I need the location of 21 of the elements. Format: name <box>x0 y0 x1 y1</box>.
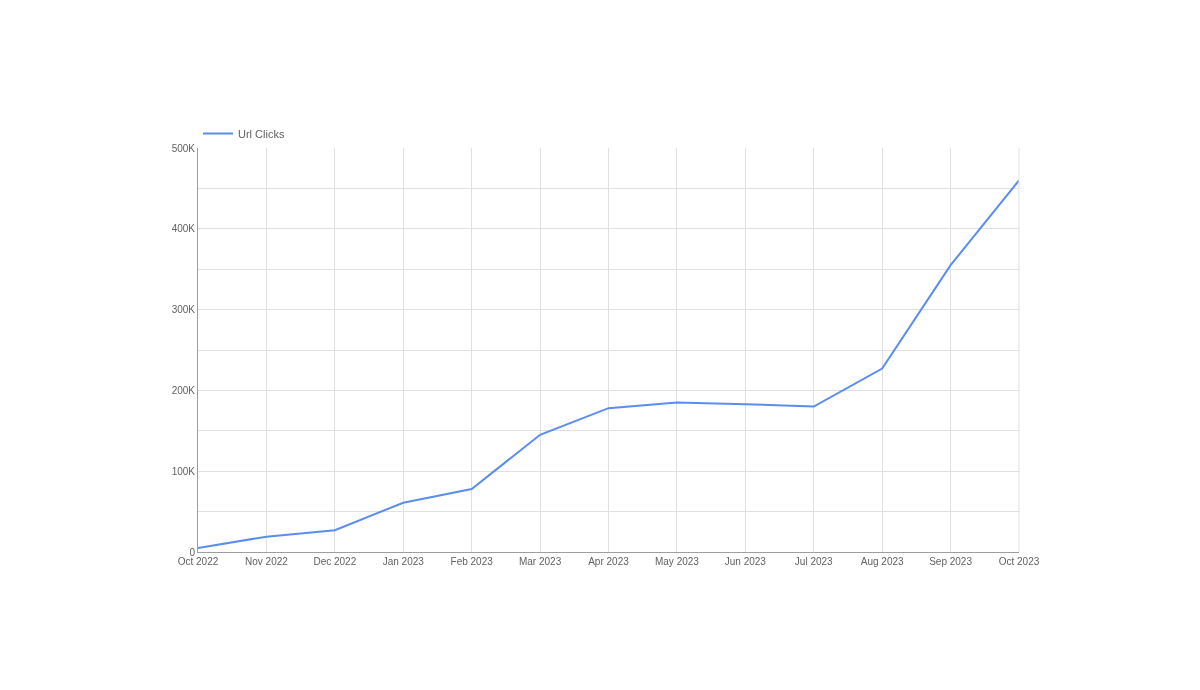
y-tick-label: 0 <box>189 546 196 558</box>
x-tick-label: Jun 2023 <box>724 556 767 567</box>
x-tick-label: Oct 2023 <box>998 556 1040 567</box>
x-tick-label: Sep 2023 <box>929 556 973 567</box>
y-tick-label: 200K <box>171 384 196 396</box>
x-tick-label: Nov 2022 <box>245 556 289 567</box>
y-tick-label: 100K <box>171 465 196 477</box>
x-tick-label: May 2023 <box>654 556 700 567</box>
x-tick-label: Apr 2023 <box>588 556 630 567</box>
x-tick-label: Dec 2022 <box>313 556 357 567</box>
x-tick-label: Feb 2023 <box>450 556 494 567</box>
y-tick-label: 300K <box>171 304 196 316</box>
y-tick-label: 400K <box>171 223 196 235</box>
x-tick-label: Oct 2022 <box>177 556 219 567</box>
x-tick-label: Jul 2023 <box>794 556 834 567</box>
y-tick-label: 500K <box>171 142 196 154</box>
x-tick-label: Aug 2023 <box>860 556 905 567</box>
line-series <box>198 179 1019 549</box>
legend-label: Url Clicks <box>238 127 285 140</box>
x-tick-label: Mar 2023 <box>518 556 562 567</box>
x-tick-label: Jan 2023 <box>382 556 425 567</box>
